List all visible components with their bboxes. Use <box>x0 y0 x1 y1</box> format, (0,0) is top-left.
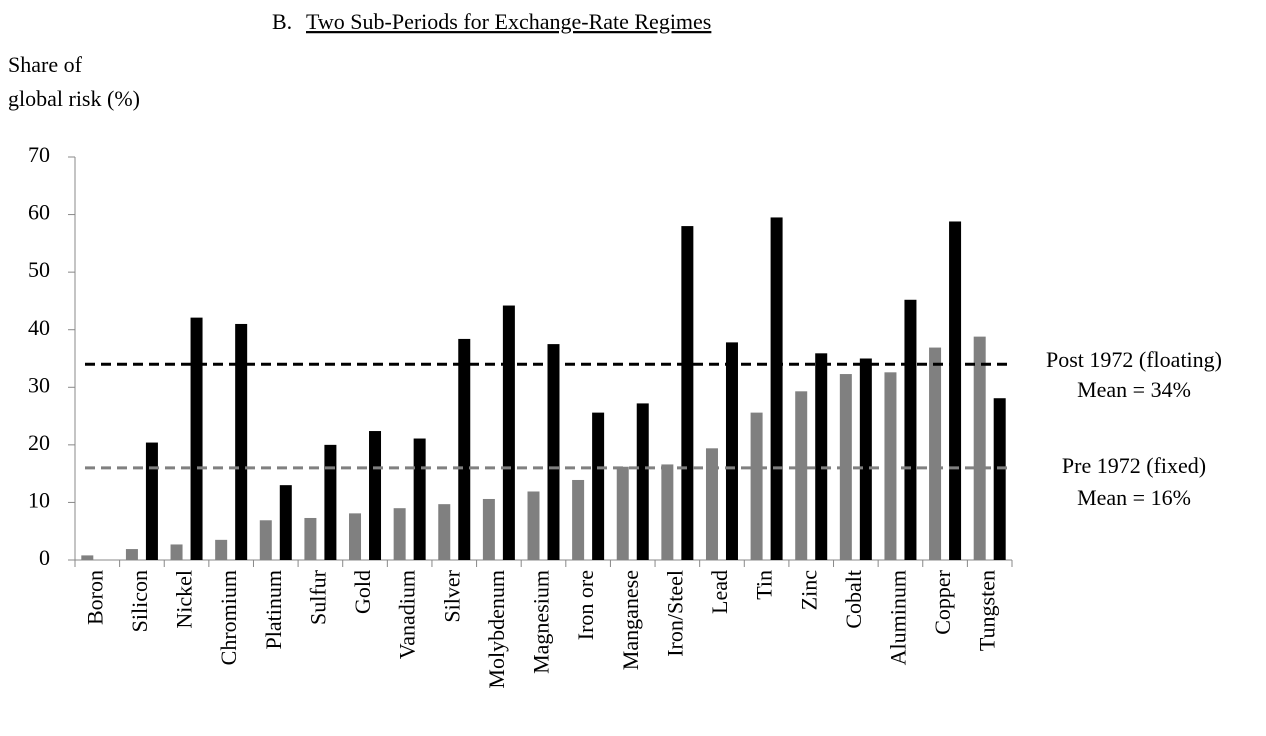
x-tick-label: Iron ore <box>573 570 598 640</box>
x-tick-label: Gold <box>350 570 375 614</box>
x-tick-label: Magnesium <box>529 570 554 674</box>
x-tick-label: Silver <box>439 569 464 622</box>
bar <box>661 464 674 560</box>
bar <box>170 544 183 560</box>
bar <box>125 549 138 560</box>
bar <box>190 317 203 560</box>
bar <box>324 444 337 560</box>
bar <box>349 513 362 560</box>
bar <box>482 498 495 560</box>
mean-series-label: Post 1972 (floating) <box>1046 347 1222 372</box>
x-tick-label: Aluminum <box>885 570 910 665</box>
bar <box>859 358 872 560</box>
bar <box>795 391 808 560</box>
bar <box>949 221 962 561</box>
bar <box>81 555 94 560</box>
bar <box>279 485 292 560</box>
bar <box>438 504 451 560</box>
y-tick-label: 70 <box>28 142 50 167</box>
bar <box>636 403 649 560</box>
x-tick-label: Boron <box>82 570 107 625</box>
y-tick-label: 10 <box>28 487 50 512</box>
bar <box>904 299 917 560</box>
bar <box>681 226 694 561</box>
x-tick-label: Zinc <box>796 570 821 611</box>
x-tick-label: Platinum <box>261 570 286 649</box>
x-tick-label: Molybdenum <box>484 570 509 689</box>
x-tick-label: Sulfur <box>305 569 330 625</box>
x-tick-label: Nickel <box>172 570 197 629</box>
bar <box>235 323 248 560</box>
bar <box>705 448 718 560</box>
bar <box>770 217 783 560</box>
x-tick-label: Vanadium <box>395 570 420 659</box>
bar <box>215 539 228 560</box>
bar <box>413 438 426 560</box>
bar <box>369 431 382 560</box>
panel-label: B. <box>272 9 292 34</box>
y-tick-label: 50 <box>28 257 50 282</box>
bar <box>572 479 585 560</box>
x-tick-label: Tungsten <box>975 570 1000 651</box>
chart-title: Two Sub-Periods for Exchange-Rate Regime… <box>306 9 711 34</box>
bar <box>145 442 158 560</box>
bar <box>993 398 1006 560</box>
y-axis-label: global risk (%) <box>8 86 140 111</box>
x-tick-label: Manganese <box>618 570 643 670</box>
x-tick-label: Chromium <box>216 570 241 665</box>
x-tick-label: Cobalt <box>841 570 866 629</box>
bar <box>527 491 540 560</box>
bar <box>502 305 515 560</box>
x-tick-label: Silicon <box>127 570 152 632</box>
bar <box>973 336 986 560</box>
bar <box>725 342 738 560</box>
mean-value-label: Mean = 34% <box>1077 377 1191 402</box>
bar <box>304 517 317 560</box>
bar <box>393 508 406 560</box>
bar <box>815 353 828 560</box>
y-tick-label: 0 <box>39 545 50 570</box>
y-axis-label: Share of <box>8 52 83 77</box>
mean-value-label: Mean = 16% <box>1077 485 1191 510</box>
x-tick-label: Iron/Steel <box>662 570 687 657</box>
mean-series-label: Pre 1972 (fixed) <box>1062 453 1206 478</box>
y-tick-label: 20 <box>28 430 50 455</box>
bar <box>592 412 605 560</box>
bar <box>884 372 897 560</box>
bar <box>547 344 560 560</box>
bar <box>750 412 763 560</box>
bar <box>616 466 629 560</box>
bar <box>458 338 471 560</box>
x-tick-label: Copper <box>930 569 955 634</box>
y-tick-label: 30 <box>28 372 50 397</box>
bar <box>929 347 942 560</box>
bar <box>259 520 272 560</box>
x-tick-label: Tin <box>752 570 777 600</box>
x-tick-label: Lead <box>707 570 732 614</box>
y-tick-label: 60 <box>28 200 50 225</box>
y-tick-label: 40 <box>28 315 50 340</box>
